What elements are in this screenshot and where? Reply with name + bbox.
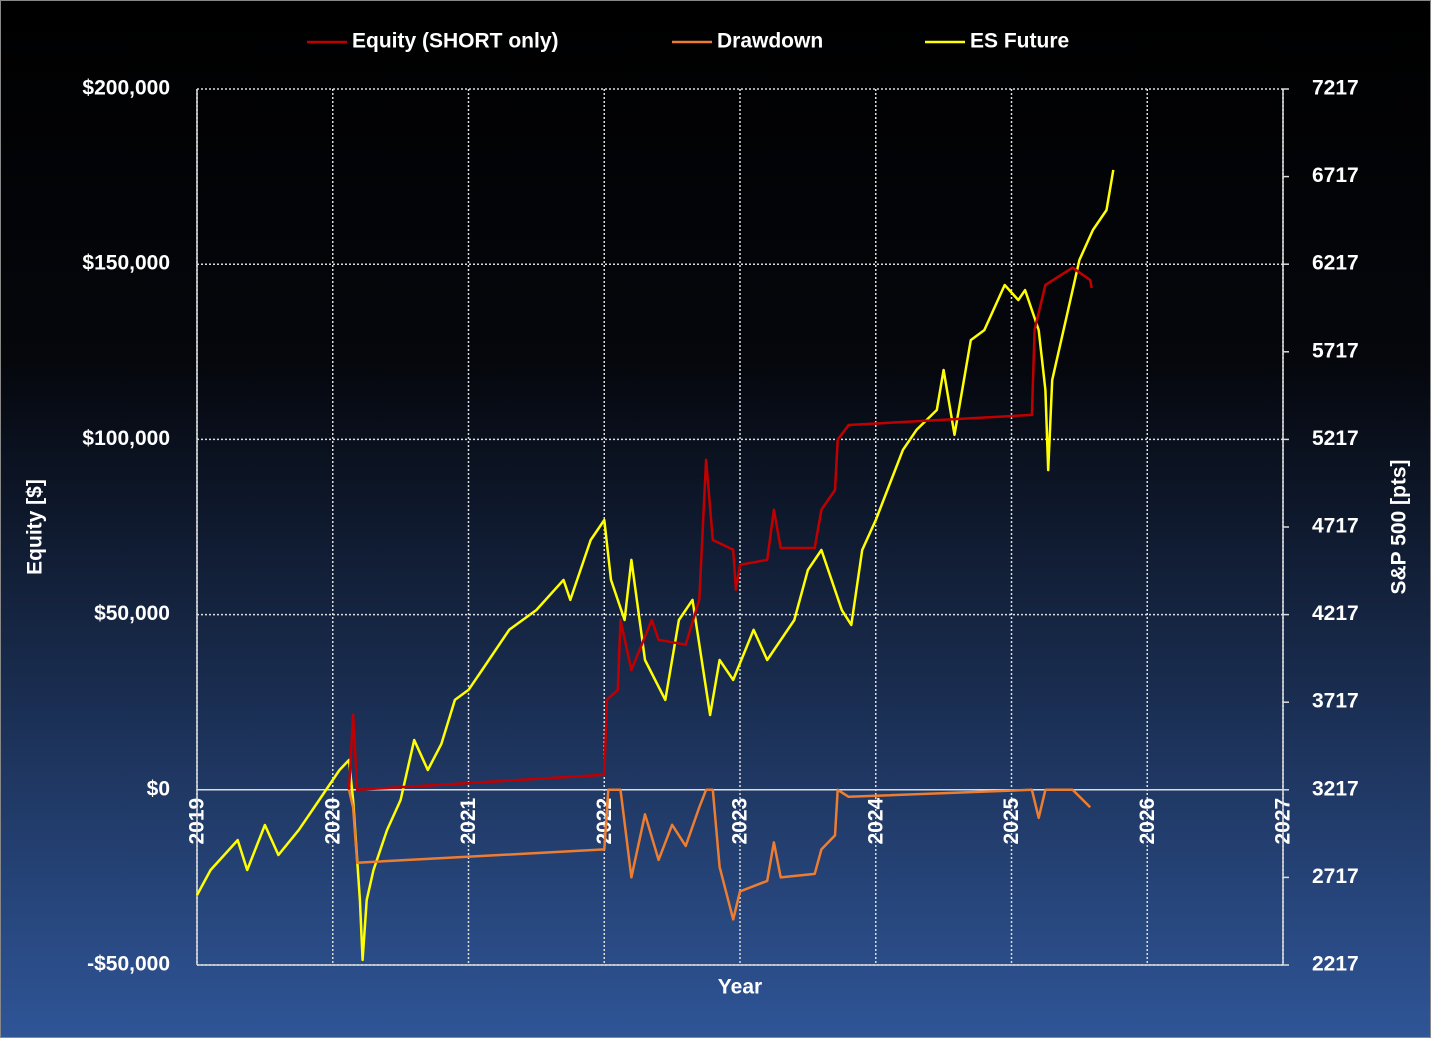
y-axis-title: Equity [$]: [24, 479, 47, 575]
y2-tick-label: 6217: [1312, 252, 1359, 275]
legend-label: ES Future: [970, 30, 1069, 53]
x-tick-label: 2026: [1136, 798, 1159, 845]
y-tick-label: $100,000: [82, 427, 170, 450]
x-tick-label: 2023: [729, 798, 752, 845]
legend-label: Equity (SHORT only): [352, 30, 559, 53]
y-tick-label: $150,000: [82, 252, 170, 275]
x-tick-label: 2024: [864, 797, 887, 844]
y2-tick-label: 4217: [1312, 602, 1359, 625]
legend-label: Drawdown: [717, 30, 823, 53]
y2-tick-label: 5217: [1312, 427, 1359, 450]
y-tick-label: $50,000: [94, 602, 170, 625]
y2-tick-label: 5717: [1312, 339, 1359, 362]
y2-tick-label: 3717: [1312, 690, 1359, 713]
series-line: [347, 266, 1093, 792]
x-tick-label: 2022: [593, 798, 616, 845]
x-axis-title: Year: [718, 976, 762, 999]
series-line: [195, 169, 1115, 962]
series-line: [347, 788, 1092, 921]
y2-tick-label: 2717: [1312, 865, 1359, 888]
y2-tick-label: 7217: [1312, 77, 1359, 100]
y-tick-label: $0: [147, 777, 170, 800]
y2-tick-label: 6717: [1312, 164, 1359, 187]
y2-tick-label: 2217: [1312, 953, 1359, 976]
y2-tick-label: 3217: [1312, 777, 1359, 800]
x-tick-label: 2021: [457, 797, 480, 844]
x-tick-label: 2025: [1000, 797, 1023, 844]
x-tick-label: 2020: [321, 798, 344, 845]
y-tick-label: $200,000: [82, 77, 170, 100]
y2-axis-title: S&P 500 [pts]: [1388, 460, 1411, 595]
y2-tick-label: 4717: [1312, 515, 1359, 538]
y-tick-label: -$50,000: [87, 953, 170, 976]
